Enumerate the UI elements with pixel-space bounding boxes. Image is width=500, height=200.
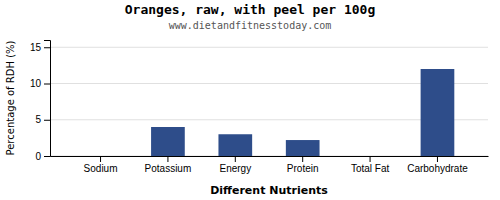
x-tick-label: Total Fat [351, 163, 390, 174]
x-tick-mark [370, 156, 371, 162]
x-tick-mark [100, 156, 101, 162]
x-tick: Potassium [145, 156, 192, 174]
x-tick-label: Carbohydrate [407, 163, 468, 174]
y-tick-label: 5 [35, 114, 41, 125]
x-tick-label: Energy [219, 163, 251, 174]
title: Oranges, raw, with peel per 100g [125, 2, 375, 17]
x-tick-mark [167, 156, 168, 162]
bar [151, 127, 185, 156]
x-axis: Sodium Potassium Energy Protein Total Fat Car… [51, 156, 489, 174]
x-tick: Total Fat [351, 156, 390, 174]
y-tick-mark [44, 84, 50, 85]
bar [218, 134, 252, 156]
bar [353, 156, 387, 157]
bar [84, 156, 118, 157]
y-axis: 0 5 10 15 [30, 41, 51, 162]
x-tick-mark [302, 156, 303, 162]
grid [50, 47, 488, 156]
y-tick: 0 [35, 151, 50, 162]
bar [421, 69, 455, 156]
x-axis-title: Different Nutrients [210, 184, 328, 197]
x-tick: Carbohydrate [407, 156, 468, 174]
bar [286, 140, 320, 156]
y-tick-label: 10 [30, 78, 42, 89]
y-tick-mark [44, 156, 50, 157]
bars [151, 69, 454, 156]
x-tick: Sodium [84, 156, 118, 174]
x-tick-label: Potassium [145, 163, 192, 174]
x-tick-label: Sodium [84, 163, 118, 174]
subtitle: www.dietandfitnesstoday.com [169, 20, 332, 31]
y-axis-title: Percentage of RDH (%) [5, 40, 16, 155]
y-tick: 10 [30, 78, 50, 89]
x-tick-label: Protein [287, 163, 319, 174]
x-axis-line [51, 156, 489, 157]
x-tick: Energy [219, 156, 251, 174]
y-tick-label: 15 [30, 42, 42, 53]
y-tick-mark [44, 120, 50, 121]
y-axis-line [44, 41, 51, 157]
chart: Oranges, raw, with peel per 100g www.diet… [0, 0, 500, 200]
y-tick-mark [44, 47, 50, 48]
y-tick: 15 [30, 42, 50, 53]
x-tick: Protein [287, 156, 319, 174]
x-tick-mark [235, 156, 236, 162]
y-tick-label: 0 [35, 151, 41, 162]
plot-area: Sodium Potassium Energy Protein Total Fat Car… [30, 41, 489, 175]
grid-line [50, 47, 488, 48]
x-tick-mark [437, 156, 438, 162]
y-tick: 5 [35, 114, 50, 125]
